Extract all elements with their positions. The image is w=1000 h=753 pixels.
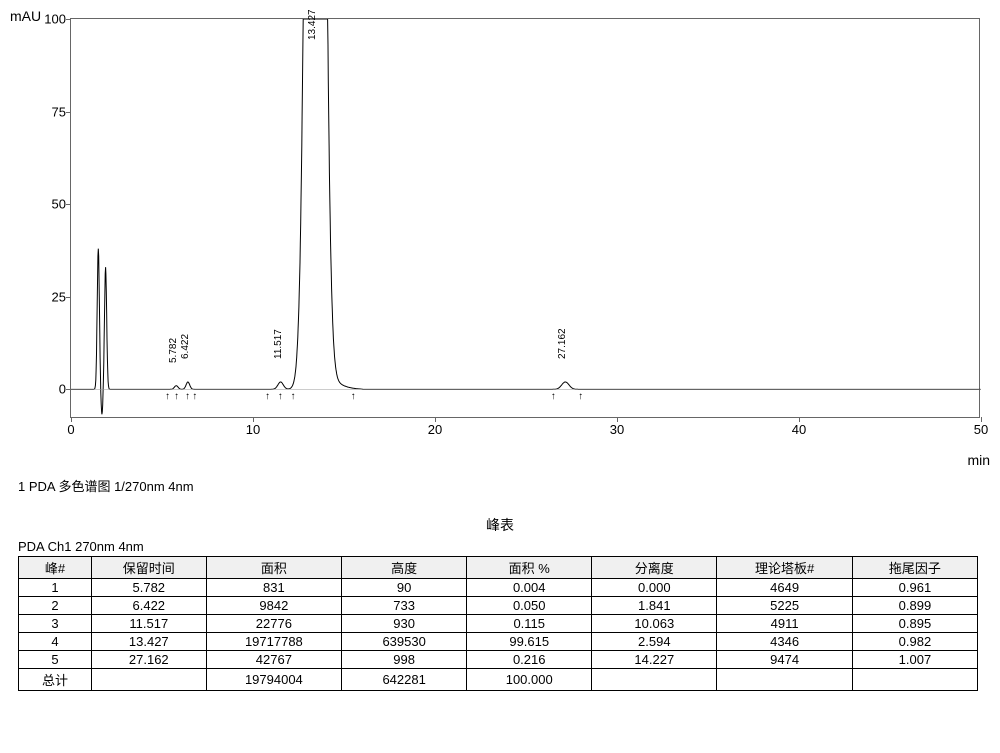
x-tick-label: 30	[610, 422, 624, 437]
x-tick-label: 20	[428, 422, 442, 437]
table-cell: 10.063	[592, 615, 717, 633]
table-cell: 4911	[717, 615, 853, 633]
peak-marker-arrow: ↑	[265, 391, 270, 402]
chart-caption: 1 PDA 多色谱图 1/270nm 4nm	[18, 476, 992, 495]
table-cell: 998	[342, 651, 467, 669]
table-cell: 0.050	[467, 597, 592, 615]
y-tick-label: 75	[31, 104, 66, 119]
column-header: 分离度	[592, 557, 717, 579]
table-header-row: 峰#保留时间面积高度面积 %分离度理论塔板#拖尾因子	[19, 557, 978, 579]
table-cell: 639530	[342, 633, 467, 651]
chromatogram-chart: mAU 0255075100010203040505.7826.42211.51…	[10, 8, 990, 468]
table-body: 15.782831900.0040.00046490.96126.4229842…	[19, 579, 978, 691]
table-cell: 总计	[19, 669, 92, 691]
table-cell: 2.594	[592, 633, 717, 651]
peak-label: 5.782	[168, 338, 179, 363]
table-row: 311.517227769300.11510.06349110.895	[19, 615, 978, 633]
table-cell: 831	[206, 579, 342, 597]
table-cell: 733	[342, 597, 467, 615]
table-cell: 5	[19, 651, 92, 669]
x-tick-label: 50	[974, 422, 988, 437]
column-header: 面积	[206, 557, 342, 579]
table-cell: 1.841	[592, 597, 717, 615]
table-cell: 4649	[717, 579, 853, 597]
table-cell: 0.982	[852, 633, 977, 651]
table-cell	[717, 669, 853, 691]
table-cell: 4	[19, 633, 92, 651]
table-cell: 19794004	[206, 669, 342, 691]
y-tick-label: 100	[31, 12, 66, 27]
peak-label: 6.422	[180, 334, 191, 359]
table-cell: 642281	[342, 669, 467, 691]
chromatogram-svg	[71, 19, 981, 419]
table-cell: 9474	[717, 651, 853, 669]
table-cell: 3	[19, 615, 92, 633]
peak-marker-arrow: ↑	[192, 391, 197, 402]
column-header: 高度	[342, 557, 467, 579]
y-tick-label: 50	[31, 197, 66, 212]
table-cell: 5225	[717, 597, 853, 615]
table-row: 527.162427679980.21614.22794741.007	[19, 651, 978, 669]
column-header: 面积 %	[467, 557, 592, 579]
table-cell: 5.782	[91, 579, 206, 597]
table-cell: 14.227	[592, 651, 717, 669]
table-cell: 42767	[206, 651, 342, 669]
peak-marker-arrow: ↑	[351, 391, 356, 402]
table-cell: 22776	[206, 615, 342, 633]
table-cell: 0.004	[467, 579, 592, 597]
peak-marker-arrow: ↑	[278, 391, 283, 402]
table-subtitle: PDA Ch1 270nm 4nm	[18, 539, 992, 554]
y-tick-label: 0	[31, 382, 66, 397]
peak-label: 27.162	[557, 328, 568, 359]
peak-marker-arrow: ↑	[185, 391, 190, 402]
table-row: 26.42298427330.0501.84152250.899	[19, 597, 978, 615]
table-cell: 0.000	[592, 579, 717, 597]
peak-marker-arrow: ↑	[578, 391, 583, 402]
peak-label: 11.517	[273, 329, 284, 359]
table-cell: 930	[342, 615, 467, 633]
table-row: 总计 19794004642281100.000	[19, 669, 978, 691]
x-tick-label: 0	[67, 422, 74, 437]
peak-label: 13.427	[307, 9, 318, 40]
table-cell: 19717788	[206, 633, 342, 651]
peak-marker-arrow: ↑	[551, 391, 556, 402]
table-cell: 100.000	[467, 669, 592, 691]
peak-table: 峰#保留时间面积高度面积 %分离度理论塔板#拖尾因子 15.782831900.…	[18, 556, 978, 691]
x-tick-label: 40	[792, 422, 806, 437]
x-axis-label: min	[967, 452, 990, 468]
peak-marker-arrow: ↑	[174, 391, 179, 402]
column-header: 理论塔板#	[717, 557, 853, 579]
plot-area: 0255075100010203040505.7826.42211.51713.…	[70, 18, 980, 418]
table-cell: 27.162	[91, 651, 206, 669]
table-row: 15.782831900.0040.00046490.961	[19, 579, 978, 597]
table-cell: 90	[342, 579, 467, 597]
table-cell: 1	[19, 579, 92, 597]
table-cell: 0.216	[467, 651, 592, 669]
peak-marker-arrow: ↑	[291, 391, 296, 402]
table-cell: 0.895	[852, 615, 977, 633]
column-header: 保留时间	[91, 557, 206, 579]
table-cell: 99.615	[467, 633, 592, 651]
column-header: 拖尾因子	[852, 557, 977, 579]
table-row: 413.4271971778863953099.6152.59443460.98…	[19, 633, 978, 651]
table-cell: 9842	[206, 597, 342, 615]
x-tick-label: 10	[246, 422, 260, 437]
y-tick-label: 25	[31, 289, 66, 304]
table-cell	[592, 669, 717, 691]
column-header: 峰#	[19, 557, 92, 579]
table-cell: 1.007	[852, 651, 977, 669]
table-cell	[852, 669, 977, 691]
table-cell	[91, 669, 206, 691]
table-cell: 0.961	[852, 579, 977, 597]
peak-marker-arrow: ↑	[165, 391, 170, 402]
table-cell: 0.899	[852, 597, 977, 615]
table-title: 峰表	[8, 515, 992, 535]
table-cell: 0.115	[467, 615, 592, 633]
table-cell: 13.427	[91, 633, 206, 651]
table-cell: 2	[19, 597, 92, 615]
table-cell: 6.422	[91, 597, 206, 615]
table-cell: 11.517	[91, 615, 206, 633]
table-cell: 4346	[717, 633, 853, 651]
